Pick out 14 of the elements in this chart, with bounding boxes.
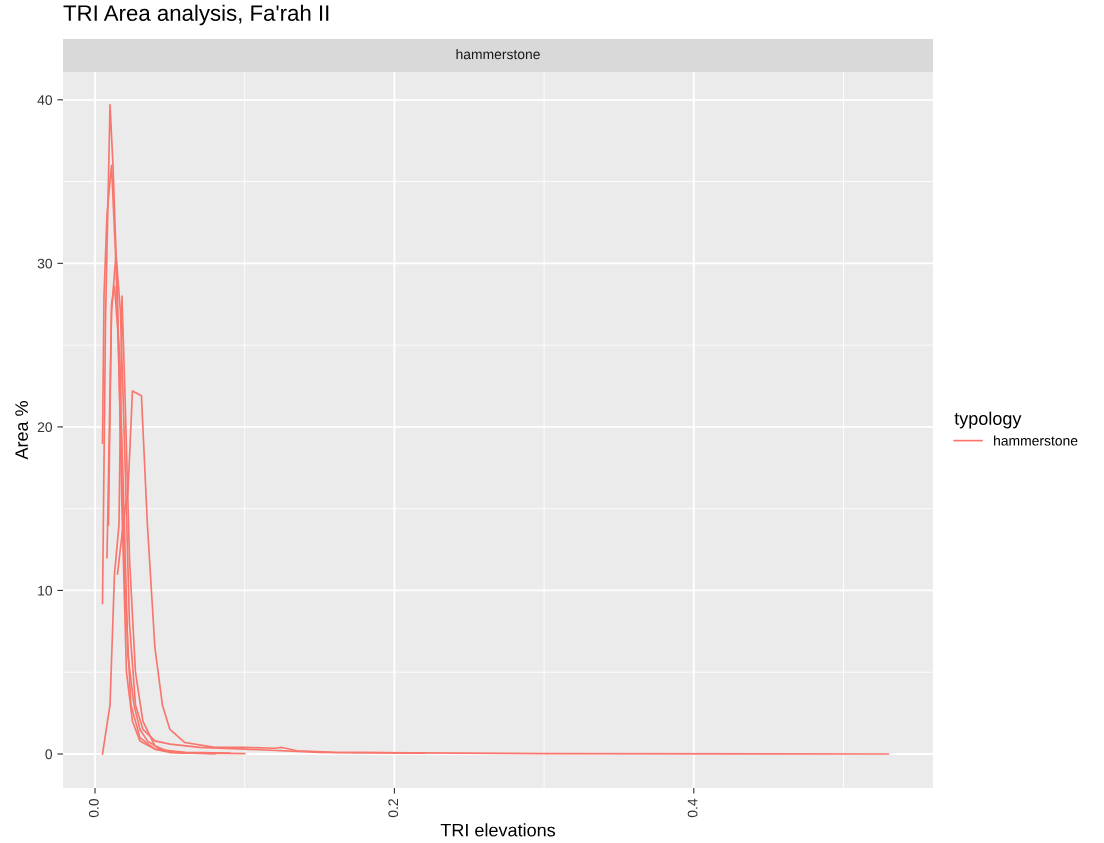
legend-title: typology [954,411,1022,429]
y-axis-title: Area % [15,401,29,460]
y-tick-label: 0 [45,749,53,760]
y-tick-label: 10 [38,585,53,596]
y-tick-label: 40 [37,95,53,105]
y-tick-label: 20 [37,422,53,433]
x-axis-title: TRI elevations [440,823,556,837]
chart-title: TRI Area analysis, Fa'rah II [63,4,329,26]
x-tick-label: 0.0 [88,798,99,818]
chart-subtitle: hammerstone [456,49,540,60]
x-tick-label: 0.2 [388,799,399,818]
y-tick-label: 30 [37,258,53,269]
legend-label: hammerstone [994,435,1078,446]
x-tick-label: 0.4 [687,798,698,818]
